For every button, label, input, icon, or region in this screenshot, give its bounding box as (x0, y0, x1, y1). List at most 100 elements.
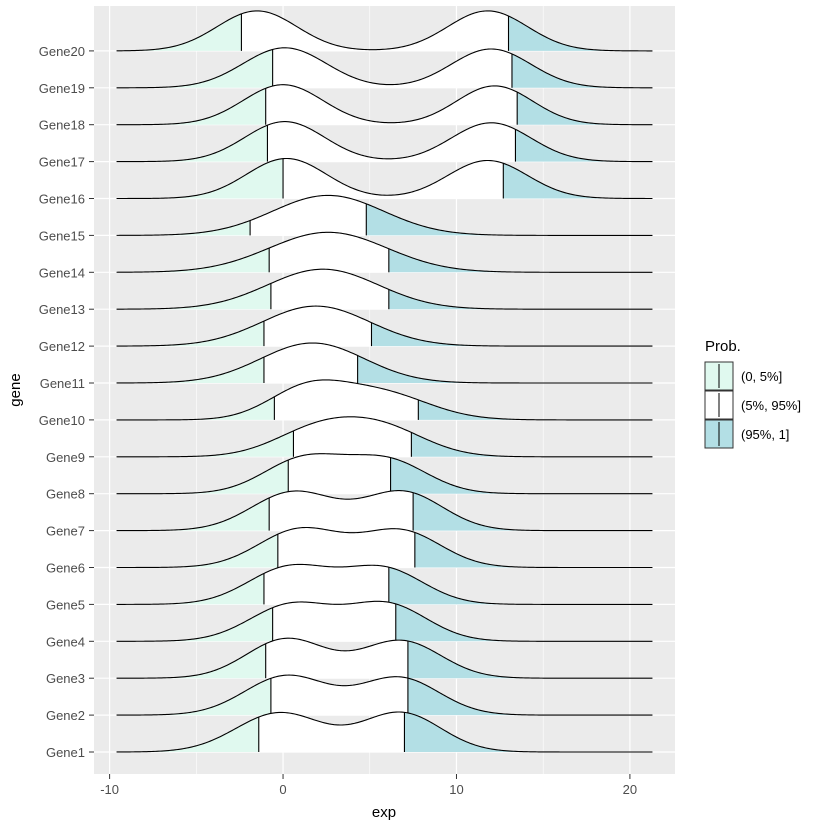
region-mid (293, 416, 412, 457)
y-tick-labels: Gene1 Gene2 Gene3 Gene4 Gene5 Gene6 Gene7 Gene8… (39, 44, 94, 760)
region-low (116, 678, 271, 716)
y-tick-label: Gene2 (46, 708, 85, 723)
region-high (357, 355, 653, 383)
region-high (411, 432, 653, 457)
ridge-Gene5 (116, 563, 653, 605)
region-high (388, 289, 653, 310)
legend-item: (95%, 1] (704, 419, 789, 449)
region-high (508, 15, 653, 51)
legend-item: (5%, 95%] (704, 390, 801, 420)
region-high (388, 248, 653, 273)
region-mid (265, 638, 408, 679)
density-line (116, 121, 653, 163)
ridge-Gene20 (116, 10, 653, 52)
legend-label-high: (95%, 1] (741, 427, 789, 442)
density-line (116, 563, 653, 605)
y-tick-label: Gene18 (39, 118, 85, 133)
region-high (395, 603, 653, 642)
ridge-Gene2 (116, 674, 653, 716)
y-tick-label: Gene15 (39, 228, 85, 243)
y-tick-label: Gene7 (46, 524, 85, 539)
region-mid (288, 453, 391, 494)
region-mid (263, 306, 372, 347)
region-high (366, 203, 653, 236)
y-tick-label: Gene10 (39, 413, 85, 428)
density-line (116, 268, 653, 310)
legend: Prob. (0, 5%] (5%, 95%] (95%, 1] (704, 338, 801, 449)
region-low (116, 158, 284, 199)
region-low (116, 88, 266, 125)
density-line (116, 305, 653, 347)
legend-label-low: (0, 5%] (741, 369, 782, 384)
legend-label-mid: (5%, 95%] (741, 398, 801, 413)
region-low (116, 643, 266, 679)
y-tick-label: Gene20 (39, 44, 85, 59)
legend-item: (0, 5%] (704, 361, 782, 391)
region-high (407, 678, 653, 716)
ridge-Gene17 (116, 121, 653, 163)
region-mid (269, 490, 414, 531)
region-low (116, 717, 259, 752)
region-low (116, 497, 270, 531)
density-line (116, 379, 653, 421)
ridge-Gene4 (116, 600, 653, 642)
region-low (116, 430, 294, 457)
region-mid (272, 47, 512, 88)
ridge-Gene18 (116, 84, 653, 126)
region-mid (274, 379, 419, 420)
ridge-Gene16 (116, 157, 653, 200)
region-low (116, 534, 278, 568)
region-mid (258, 712, 405, 752)
region-high (517, 92, 653, 125)
ridge-Gene13 (116, 268, 653, 310)
y-tick-label: Gene13 (39, 302, 85, 317)
y-tick-label: Gene4 (46, 634, 85, 649)
y-tick-label: Gene16 (39, 192, 85, 207)
density-line (116, 84, 653, 126)
density-line (116, 600, 653, 642)
x-tick-label: 10 (449, 782, 463, 797)
density-line (116, 453, 653, 495)
region-high (503, 163, 653, 199)
ridge-Gene11 (116, 342, 653, 384)
density-line (116, 416, 653, 458)
density-line (116, 157, 653, 200)
region-mid (277, 527, 415, 568)
density-line (116, 711, 653, 753)
region-low (116, 321, 264, 347)
density-line (116, 47, 653, 89)
region-low (116, 357, 264, 383)
density-line (116, 637, 653, 679)
ridge-Gene12 (116, 305, 653, 347)
ridges (116, 10, 653, 753)
density-line (116, 231, 653, 273)
density-line (116, 10, 653, 52)
region-low (116, 607, 273, 642)
region-mid (267, 121, 516, 162)
y-tick-label: Gene11 (40, 376, 85, 391)
y-tick-label: Gene12 (39, 339, 85, 354)
region-low (116, 460, 289, 494)
x-tick-label: 0 (279, 782, 286, 797)
y-tick-label: Gene8 (46, 487, 85, 502)
y-tick-label: Gene14 (39, 265, 85, 280)
region-high (414, 532, 653, 568)
region-low (116, 248, 270, 273)
region-mid (283, 158, 504, 199)
region-low (116, 220, 251, 236)
y-tick-label: Gene17 (39, 155, 85, 170)
region-mid (272, 601, 396, 642)
x-tick-label: 20 (623, 782, 637, 797)
density-line (116, 342, 653, 384)
region-mid (270, 675, 408, 716)
y-tick-label: Gene5 (46, 597, 85, 612)
y-tick-label: Gene6 (46, 561, 85, 576)
region-high (413, 492, 653, 531)
ridge-Gene19 (116, 47, 653, 89)
density-line (116, 490, 653, 532)
region-mid (269, 232, 389, 273)
ridge-Gene10 (116, 379, 653, 421)
ridge-Gene14 (116, 231, 653, 273)
region-low (116, 283, 271, 310)
